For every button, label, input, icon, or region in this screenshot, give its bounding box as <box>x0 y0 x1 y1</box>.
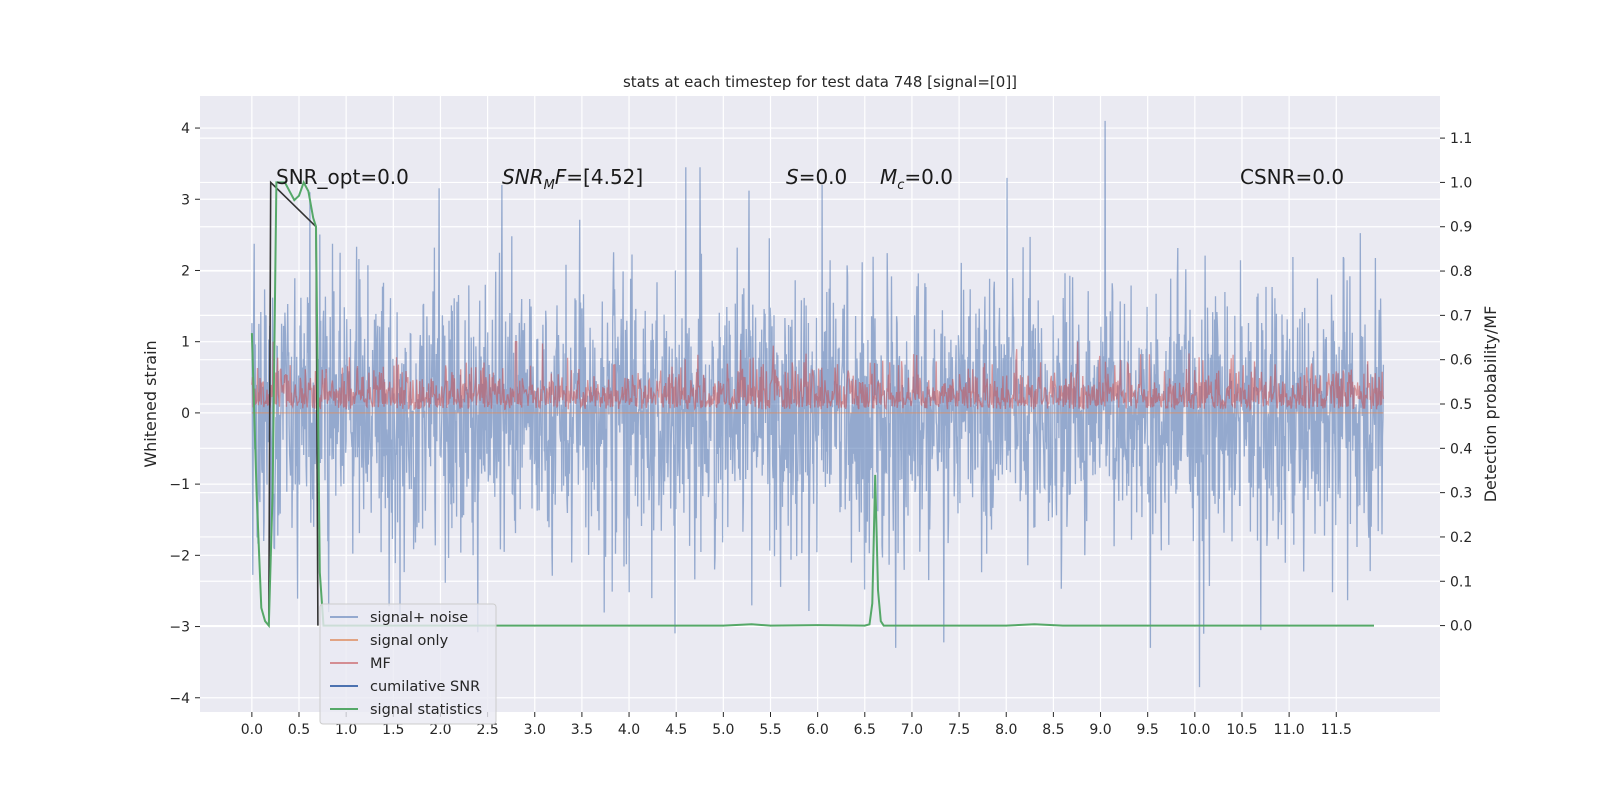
x-tick-label: 9.0 <box>1089 722 1111 738</box>
snrmf-base: SNR <box>502 165 544 189</box>
y-tick-label: −4 <box>169 691 190 707</box>
y-tick-label: −2 <box>169 548 190 564</box>
y-tick-label: 2 <box>181 263 190 279</box>
snrmf-subscript: M <box>544 178 555 193</box>
y-tick-label: 1 <box>181 335 190 351</box>
y2-tick-label: 0.9 <box>1450 220 1472 236</box>
x-tick-label: 3.0 <box>524 722 546 738</box>
annotation-csnr: CSNR=0.0 <box>1240 165 1344 189</box>
x-tick-label: 1.0 <box>335 722 357 738</box>
mc-symbol: M <box>880 165 897 189</box>
legend-label-mf: MF <box>370 656 391 672</box>
cumilative-snr-line <box>268 180 319 626</box>
y2-axis-label: Detection probability/MF <box>1481 306 1500 503</box>
chart-title: stats at each timestep for test data 748… <box>623 73 1017 91</box>
s-symbol: S <box>786 165 799 189</box>
annotations: SNR_opt=0.0 SNRMF=[4.52] S=0.0 Mc=0.0 CS… <box>276 165 1344 193</box>
annotation-s: S=0.0 <box>786 165 847 189</box>
y2-tick-label: 0.6 <box>1450 353 1472 369</box>
snrmf-rest: =[4.52] <box>566 165 643 189</box>
y-tick-label: 4 <box>181 121 190 137</box>
x-tick-label: 8.5 <box>1042 722 1064 738</box>
series-signal-statistics <box>250 179 1374 629</box>
x-tick-label: 3.5 <box>571 722 593 738</box>
legend-frame <box>319 603 497 725</box>
x-tick-label: 11.0 <box>1274 722 1305 738</box>
x-tick-label: 7.0 <box>901 722 923 738</box>
y-tick-label: −3 <box>169 620 190 636</box>
y2-tick-label: 0.8 <box>1450 264 1472 280</box>
series-mf <box>251 341 1385 412</box>
x-tick-label: 8.0 <box>995 722 1017 738</box>
x-tick-label: 1.5 <box>382 722 404 738</box>
annotation-snr-opt: SNR_opt=0.0 <box>276 165 409 189</box>
axis-ticks: 0.0 0.5 1.0 1.5 2.0 2.5 3.0 3.5 4.0 4.5 5.0 5.5 6.0 6… <box>169 121 1472 738</box>
y2-tick-label: 0.3 <box>1450 486 1472 502</box>
signal-statistics-line <box>250 179 1374 629</box>
mc-subscript: c <box>897 178 904 193</box>
x-tick-label: 0.5 <box>288 722 310 738</box>
x-tick-label: 4.0 <box>618 722 640 738</box>
legend-label-signal-noise: signal+ noise <box>370 610 468 626</box>
annotation-mc: Mc=0.0 <box>880 165 953 193</box>
mf-line <box>251 341 1385 412</box>
y2-tick-label: 0.1 <box>1450 574 1472 590</box>
y-tick-label: 3 <box>181 192 190 208</box>
x-tick-label: 7.5 <box>948 722 970 738</box>
x-tick-label: 9.5 <box>1137 722 1159 738</box>
y2-tick-label: 0.2 <box>1450 530 1472 546</box>
x-tick-label: 4.5 <box>665 722 687 738</box>
y-tick-label: −1 <box>169 477 190 493</box>
x-tick-label: 2.0 <box>429 722 451 738</box>
y2-tick-label: 0.5 <box>1450 397 1472 413</box>
y2-tick-label: 1.0 <box>1450 175 1472 191</box>
x-tick-label: 0.0 <box>241 722 263 738</box>
y2-tick-label: 1.1 <box>1450 131 1472 147</box>
legend-label-signal-only: signal only <box>370 633 449 649</box>
x-tick-label: 11.5 <box>1321 722 1352 738</box>
x-tick-label: 10.0 <box>1179 722 1210 738</box>
annotation-snrmf: SNRMF=[4.52] <box>502 165 643 193</box>
legend: signal+ noise signal only MF cumilative … <box>319 603 497 725</box>
x-tick-label: 5.5 <box>759 722 781 738</box>
series-cumilative-snr <box>268 180 319 626</box>
y-tick-label: 0 <box>181 406 190 422</box>
legend-label-cumilative-snr: cumilative SNR <box>370 679 480 695</box>
x-tick-label: 6.0 <box>807 722 829 738</box>
y2-tick-label: 0.0 <box>1450 619 1472 635</box>
mc-value: =0.0 <box>904 165 953 189</box>
s-value: =0.0 <box>799 165 848 189</box>
x-tick-label: 6.5 <box>854 722 876 738</box>
y2-tick-label: 0.4 <box>1450 441 1472 457</box>
y-axis-label: Whitened strain <box>141 340 160 467</box>
legend-label-signal-statistics: signal statistics <box>370 702 482 718</box>
x-tick-label: 2.5 <box>476 722 498 738</box>
snrmf-rest-italic: F <box>555 165 567 189</box>
y2-tick-label: 0.7 <box>1450 308 1472 324</box>
x-tick-label: 5.0 <box>712 722 734 738</box>
x-tick-label: 10.5 <box>1226 722 1257 738</box>
